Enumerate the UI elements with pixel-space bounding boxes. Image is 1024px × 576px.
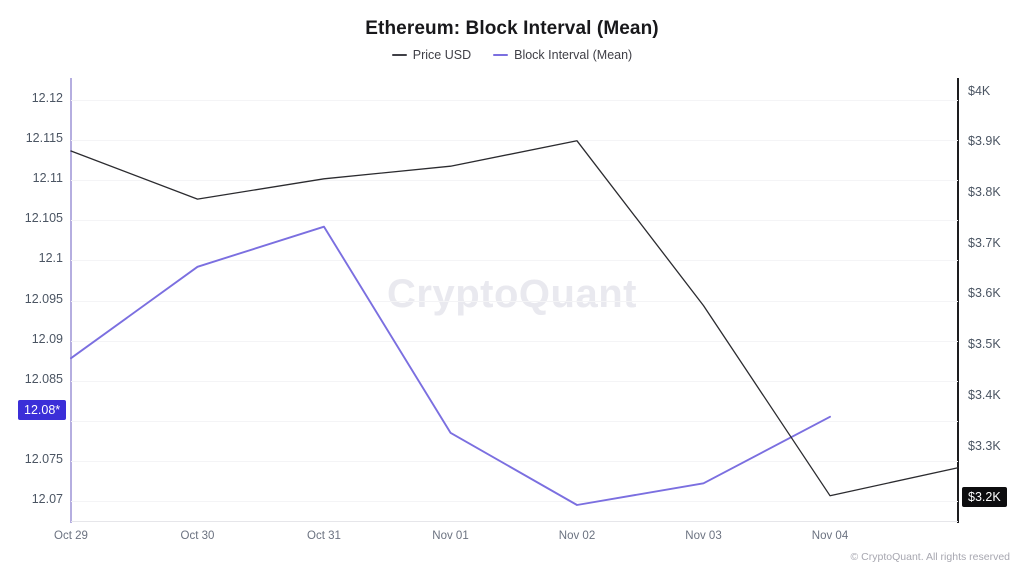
left-axis-value-badge: 12.08*	[18, 400, 67, 420]
y-axis-left-tick-label: 12.115	[25, 131, 63, 146]
y-axis-left-tick-label: 12.095	[24, 291, 63, 306]
gridline	[71, 420, 958, 422]
right-axis-value-badge: $3.2K	[962, 487, 1007, 507]
x-axis-tick-label: Oct 30	[180, 530, 215, 542]
page-title: Ethereum: Block Interval (Mean)	[365, 18, 659, 39]
x-axis-tick-label: Nov 04	[811, 530, 849, 542]
legend-swatch-block-interval	[493, 54, 509, 56]
x-axis-tick-label: Oct 29	[54, 530, 88, 542]
copyright-footer: © CryptoQuant. All rights reserved	[850, 551, 1010, 563]
legend-label-price-usd: Price USD	[412, 48, 472, 62]
gridline	[71, 501, 958, 502]
y-axis-left-tick-label: 12.09	[31, 331, 63, 346]
y-axis-left-tick-label: 12.11	[32, 171, 63, 186]
y-axis-right-tick-label: $3.7K	[968, 235, 1001, 250]
y-axis-left-tick-label: 12.12	[31, 91, 63, 105]
gridline	[71, 380, 958, 382]
y-axis-right-spine	[957, 78, 959, 523]
legend-label-block-interval: Block Interval (Mean)	[514, 48, 633, 62]
y-axis-right-tick-label: $3.6K	[968, 286, 1001, 301]
x-axis-tick-label: Oct 31	[307, 530, 341, 542]
y-axis-right-tick-label: $4K	[968, 83, 991, 98]
x-axis-tick-label: Nov 02	[558, 530, 596, 542]
gridline	[71, 220, 958, 222]
gridline	[71, 140, 958, 142]
y-axis-right-tick-label: $3.5K	[968, 337, 1001, 352]
x-axis-tick-label: Nov 03	[685, 530, 722, 542]
x-axis-tick-label: Nov 01	[432, 530, 469, 542]
y-axis-left-tick-label: 12.07	[31, 492, 63, 506]
series-line-block-interval	[70, 225, 831, 506]
legend-item-block-interval[interactable]: Block Interval (Mean)	[493, 48, 632, 62]
y-axis-left-tick-label: 12.075	[24, 451, 63, 466]
gridline	[71, 180, 958, 182]
legend-swatch-price-usd	[391, 54, 407, 56]
series-layer	[70, 140, 959, 506]
y-axis-right-tick-label: $3.8K	[968, 185, 1001, 200]
y-axis-left-tick-label: 12.085	[24, 371, 63, 386]
y-axis-left-tick-label: 12.1	[38, 251, 63, 266]
gridline	[71, 100, 958, 101]
gridline	[71, 340, 958, 342]
series-line-price-usd	[70, 140, 959, 497]
gridline	[71, 300, 958, 302]
gridline	[71, 260, 958, 262]
chart-legend: Price USD Block Interval (Mean)	[0, 48, 1024, 62]
y-axis-left-tick-label: 12.105	[24, 211, 63, 226]
y-axis-right-tick-label: $3.9K	[968, 134, 1001, 149]
gridline	[71, 460, 958, 462]
x-axis-spine	[71, 521, 958, 522]
plot-area	[70, 80, 959, 521]
legend-item-price-usd[interactable]: Price USD	[391, 48, 472, 62]
y-axis-right-tick-label: $3.3K	[968, 438, 1001, 453]
y-axis-right-tick-label: $3.4K	[968, 387, 1001, 402]
